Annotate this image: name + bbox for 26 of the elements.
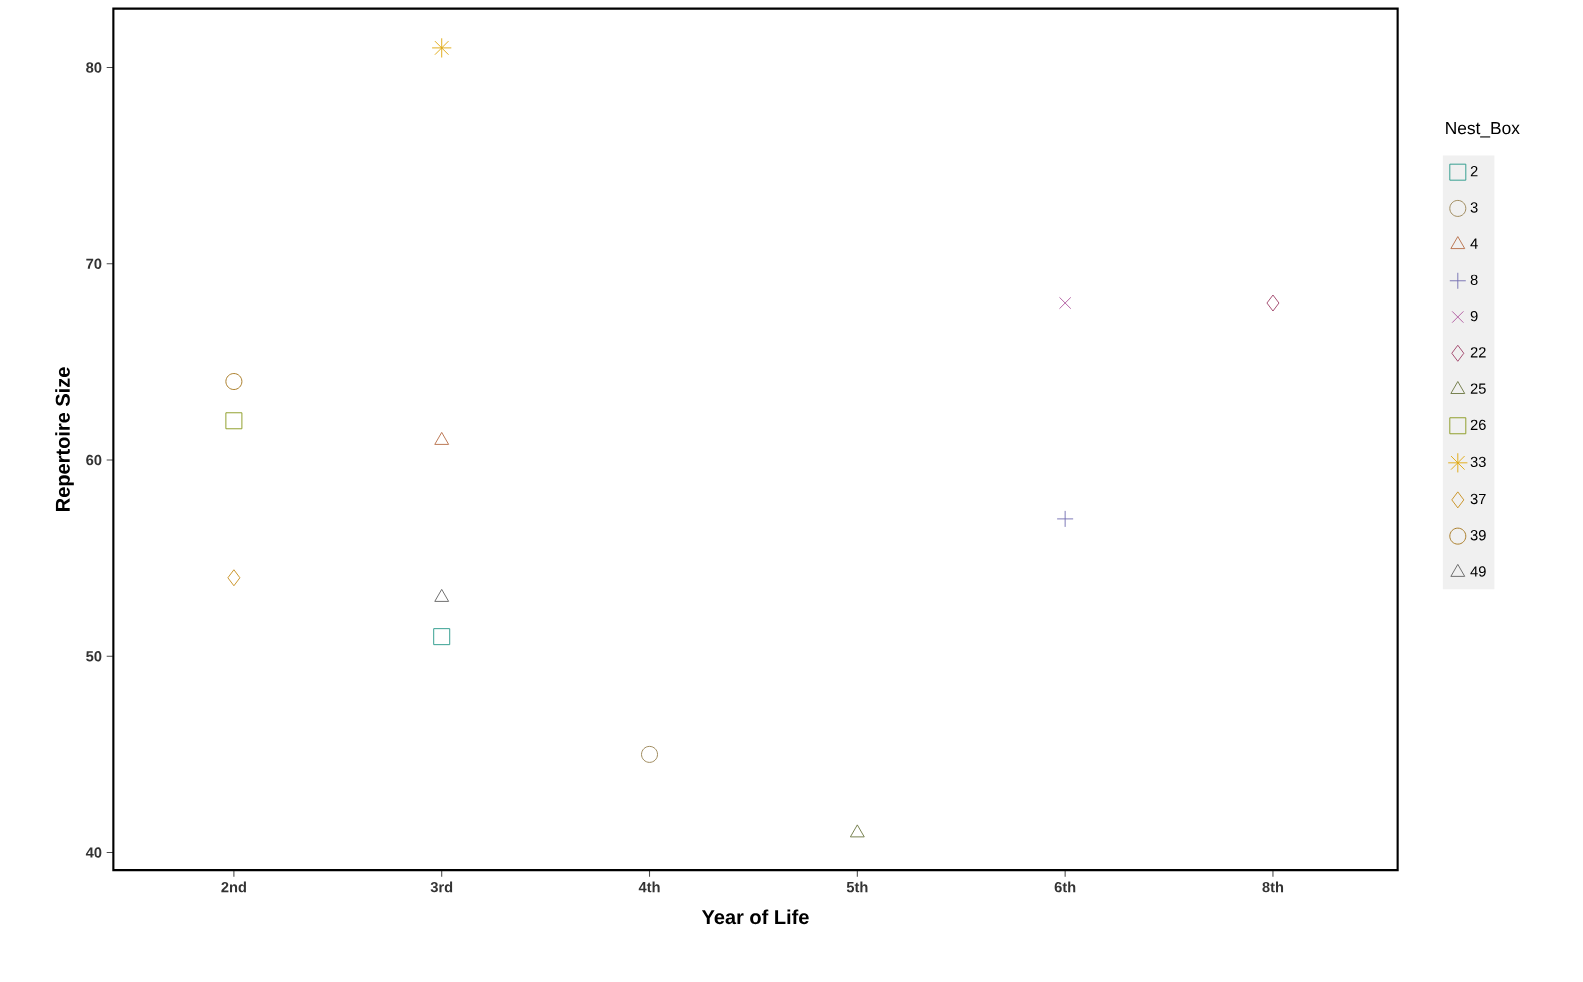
x-tick-label: 4th [638,881,660,893]
legend-label: 4 [1470,238,1478,249]
legend-label: 33 [1470,456,1486,468]
y-axis-title: Repertoire Size [55,367,74,512]
x-tick-label: 5th [846,881,868,893]
y-tick-label: 40 [85,847,102,858]
x-tick-label: 8th [1262,881,1284,893]
legend-label: 8 [1470,274,1478,286]
legend-label: 3 [1470,202,1478,213]
x-axis-title: Year of Life [701,909,809,925]
legend-label: 39 [1470,530,1486,541]
legend-label: 2 [1470,166,1478,177]
legend-title: Nest_Box [1446,122,1520,138]
legend-label: 26 [1470,419,1486,431]
x-tick-label: 6th [1054,881,1076,893]
legend-label: 37 [1470,494,1486,505]
legend-label: 49 [1470,566,1486,577]
y-tick-label: 60 [86,455,102,466]
legend-label: 25 [1470,383,1486,395]
y-tick-label: 80 [86,62,102,73]
y-tick-label: 70 [86,258,102,270]
x-tick-label: 2nd [221,881,246,893]
x-tick-label: 3rd [430,881,453,893]
legend-label: 22 [1470,347,1486,358]
legend-label: 9 [1470,311,1478,322]
y-tick-label: 50 [86,651,102,662]
